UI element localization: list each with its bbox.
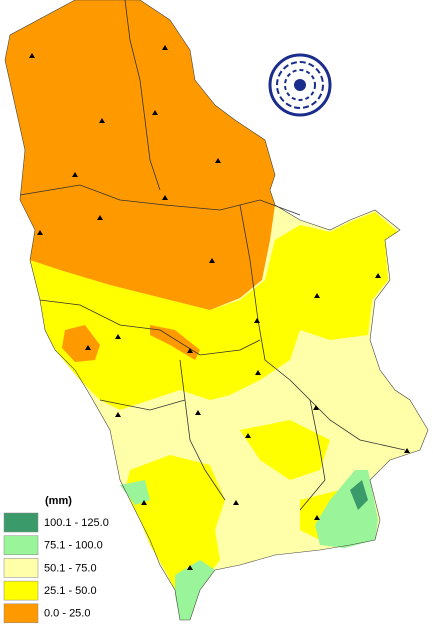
legend-swatch: [3, 603, 39, 624]
river: [239, 204, 406, 451]
legend-title: (mm): [45, 495, 72, 507]
region-yellow: [30, 212, 398, 410]
map-outline: [4, 0, 429, 621]
river: [99, 399, 186, 411]
region-dark-green: [350, 480, 368, 510]
region-yellow: [240, 420, 330, 480]
region-orange: [150, 325, 200, 360]
rivers: [19, 0, 406, 511]
river: [124, 0, 161, 191]
river: [299, 399, 326, 511]
river: [19, 184, 301, 216]
river: [179, 359, 226, 501]
region-green: [120, 480, 150, 505]
legend-swatch: [3, 558, 39, 578]
legend-swatch: [3, 580, 39, 601]
legend-swatch: [3, 512, 39, 533]
legend-label: 25.1 - 50.0: [44, 585, 97, 597]
region-orange: [62, 325, 100, 362]
legend-label: 50.1 - 75.0: [44, 562, 97, 574]
river: [39, 299, 261, 356]
logo: [268, 53, 332, 117]
legend-label: 0.0 - 25.0: [44, 608, 90, 620]
legend-label: 100.1 - 125.0: [44, 517, 109, 529]
logo-ring: [276, 61, 324, 109]
logo-center: [294, 79, 306, 91]
logo-ring: [284, 69, 316, 101]
legend-label: 75.1 - 100.0: [44, 540, 103, 552]
legend: (mm) 100.1 - 125.0 75.1 - 100.0 50.1 - 75.…: [3, 495, 109, 624]
region-orange: [5, 0, 275, 310]
region-green: [175, 560, 215, 620]
legend-swatch: [3, 535, 39, 555]
